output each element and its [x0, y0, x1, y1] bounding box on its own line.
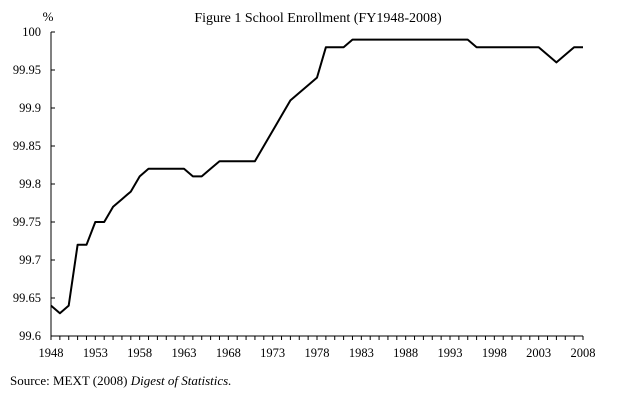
y-tick-label: 99.85	[13, 139, 41, 153]
y-tick-label: 99.95	[13, 63, 41, 77]
x-tick-label: 1968	[216, 346, 241, 360]
x-tick-label: 1988	[393, 346, 418, 360]
y-tick-label: 99.9	[19, 101, 41, 115]
x-ticks: 1948 1953 1958 1963 1968 1973 1978 1983 1988 1993…	[39, 336, 596, 360]
series-group	[50, 38, 583, 315]
y-tick-label: 100	[22, 25, 41, 39]
x-tick-label: 1963	[172, 346, 197, 360]
y-tick-label: 99.8	[19, 177, 41, 191]
y-tick-label: 99.6	[19, 329, 41, 343]
y-unit-label: %	[43, 9, 54, 24]
source-title: Digest of Statistics.	[130, 373, 232, 388]
y-tick-label: 99.65	[13, 291, 41, 305]
x-tick-label: 1983	[349, 346, 374, 360]
y-ticks: 100 99.95 99.9 99.85 99.8 99.75 99.7 99.65 99.6	[13, 25, 55, 343]
source-text: Source: MEXT (2008)	[10, 373, 131, 388]
x-tick-label: 1948	[39, 346, 64, 360]
x-tick-label: 1978	[305, 346, 330, 360]
source-note: Source: MEXT (2008) Digest of Statistics…	[10, 373, 231, 389]
x-tick-label: 1958	[127, 346, 152, 360]
series-line	[50, 38, 583, 315]
x-tick-label: 1953	[83, 346, 108, 360]
x-tick-label: 2003	[526, 346, 551, 360]
x-tick-label: 2008	[571, 346, 596, 360]
chart-title: Figure 1 School Enrollment (FY1948-2008)	[194, 11, 442, 26]
x-tick-label: 1973	[260, 346, 285, 360]
y-tick-label: 99.75	[13, 215, 41, 229]
y-tick-label: 99.7	[19, 253, 41, 267]
x-tick-label: 1998	[482, 346, 507, 360]
x-tick-label: 1993	[438, 346, 463, 360]
